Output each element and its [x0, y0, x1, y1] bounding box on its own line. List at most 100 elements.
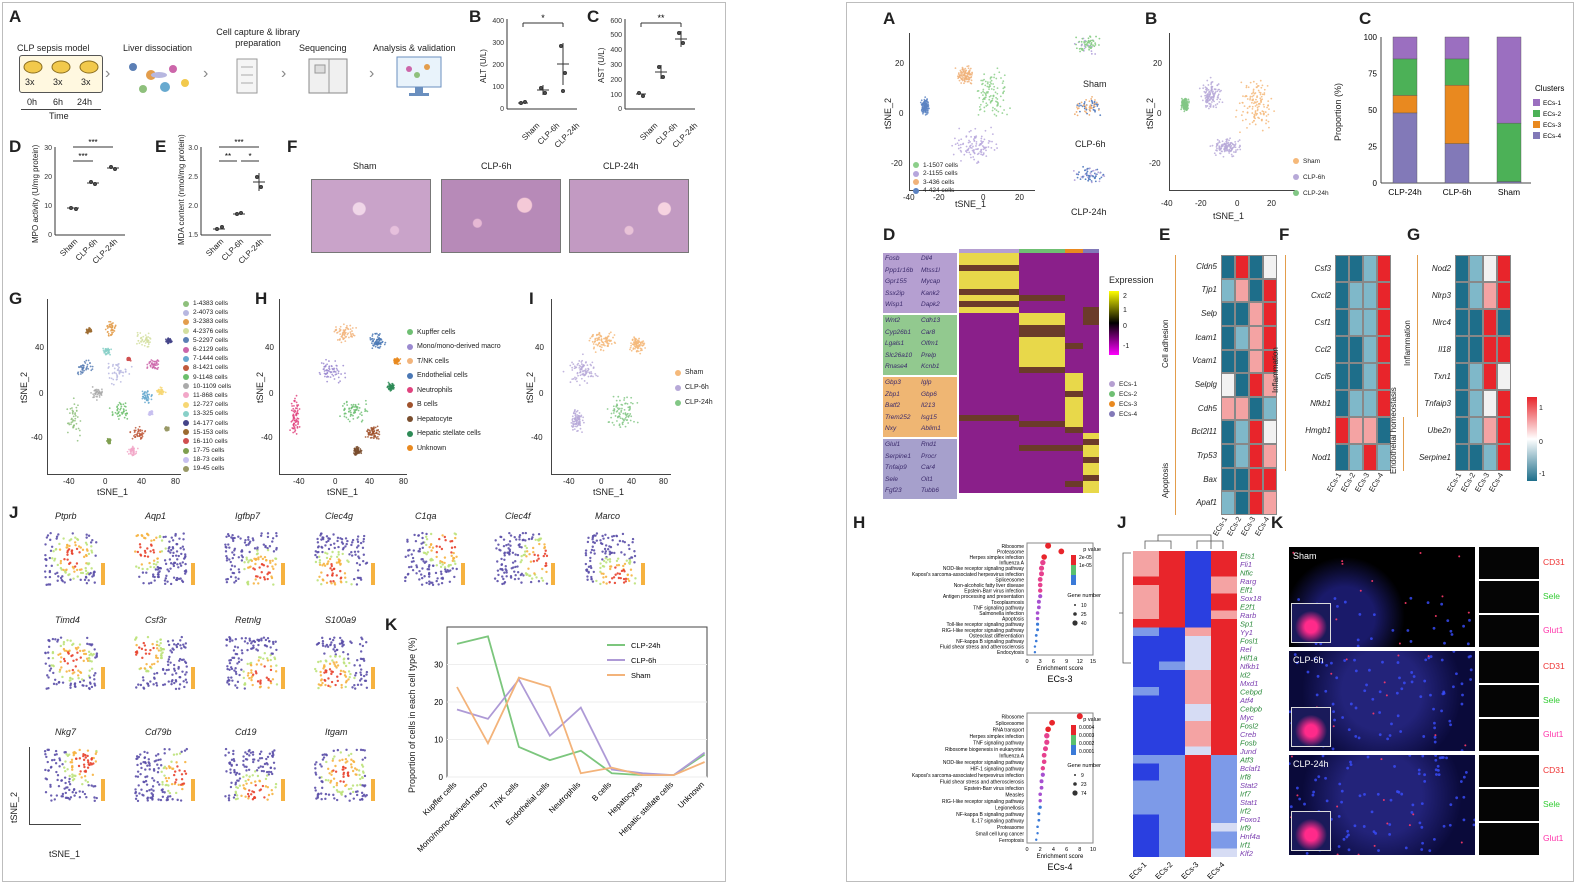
i-xlabel: tSNE_1: [593, 487, 625, 497]
legend-swatch: [1109, 411, 1115, 417]
rj-cell: [1159, 814, 1185, 823]
rj-cell: [1133, 585, 1159, 594]
rh-term: Epstein-Barr virus infection: [964, 589, 1024, 595]
rj-cell: [1133, 746, 1159, 755]
time-label: Time: [49, 111, 69, 121]
ra-xt3: 20: [1015, 193, 1024, 202]
legend-label: CLP-6h: [1303, 173, 1326, 181]
rc-legend-label: ECs-3: [1543, 122, 1561, 129]
g-axes: [47, 299, 181, 475]
legend-item: Mono/mono-derived macro: [407, 340, 519, 355]
rj-gene: Rel: [1240, 645, 1252, 654]
legend-item: Unknown: [407, 441, 519, 456]
rj-cell: [1185, 619, 1211, 628]
legend-swatch: [183, 465, 189, 472]
legend-swatch: [407, 430, 413, 437]
legend-label: 10-1109 cells: [193, 382, 232, 390]
k-ytick: 10: [434, 736, 443, 745]
heat-row-label: Ccl2: [1314, 344, 1331, 354]
e-sig3: *: [248, 152, 251, 161]
heat-cell: [1221, 396, 1235, 421]
heat-cell: [1363, 363, 1377, 390]
rj-cell: [1159, 593, 1185, 602]
heat-row-label: Serpine1: [1418, 452, 1451, 462]
i-xt0: -40: [563, 477, 575, 486]
r-panel-label-e: E: [1159, 225, 1171, 244]
rc-bar-segment: [1392, 36, 1418, 60]
legend-swatch: [407, 358, 413, 365]
rd-gene-left: Fgf23: [885, 487, 902, 494]
rj-gene: Irf9: [1240, 824, 1252, 833]
heat-cell: [1455, 282, 1469, 309]
rj-cell: [1159, 755, 1185, 764]
heat-cell: [1249, 255, 1263, 279]
cells-icon: [129, 63, 189, 93]
rj-cell: [1159, 712, 1185, 721]
i-legend: Sham CLP-6h CLP-24h: [675, 365, 725, 410]
rj-cell: [1133, 661, 1159, 670]
rh-dot: [1041, 759, 1047, 765]
cluster-1: [951, 126, 998, 164]
rh-xtick: 10: [1090, 847, 1096, 853]
rh-dot: [1035, 616, 1040, 621]
heat-group-label: Inflammation: [1271, 347, 1280, 393]
g-xt0: -40: [63, 477, 75, 486]
cluster-14: [85, 326, 93, 335]
panel-label-e: E: [155, 137, 167, 156]
h-xt1: 0: [333, 477, 338, 486]
b-ylabel: ALT (U/L): [479, 49, 488, 83]
rd-colorbar: [1109, 291, 1119, 355]
legend-label: T/NK cells: [417, 357, 449, 365]
h-yt2: -40: [261, 433, 273, 442]
i-tsne-plot: [562, 331, 647, 434]
legend-item: B cells: [407, 398, 519, 413]
ra-side-sham: Sham: [1083, 79, 1107, 89]
rj-gene: Atf3: [1239, 756, 1254, 765]
rh-term: Ferroptosis: [999, 838, 1025, 844]
rj-cell: [1159, 602, 1185, 611]
feature-plot-ptprb: Ptprb: [33, 511, 119, 607]
rh-term: Salmonella infection: [979, 611, 1024, 617]
rh-term: Fluid shear stress and atherosclerosis: [940, 779, 1025, 785]
feature-plot-clec4g: Clec4g: [303, 511, 389, 607]
rd-gene-right: Dapk2: [921, 301, 940, 308]
rj-cell: [1211, 568, 1237, 577]
cluster-3: [136, 331, 152, 348]
rj-gene: Hif1a: [1240, 654, 1258, 663]
legend-item: CLP-6h: [1293, 169, 1349, 185]
rd-gene-left: Cyp26b1: [885, 328, 912, 336]
rh-title: ECs-4: [1047, 862, 1072, 872]
legend-item: Endothelial cells: [407, 369, 519, 384]
rd-heatmap: Fosb Dll4 Ppp1r16b Mtss1l Gpr155 Mycap Ssx2ip K…: [883, 249, 1103, 499]
legend-swatch: [407, 416, 413, 423]
heat-cell: [1235, 278, 1249, 303]
heat-cell: [1377, 390, 1391, 417]
legend-item: T/NK cells: [407, 354, 519, 369]
legend-label: ECs-1: [1119, 380, 1138, 388]
rd-gene-left: Fosb: [885, 255, 900, 262]
legend-item: 2-1155 cells: [913, 170, 993, 179]
rb-legend: Sham CLP-6h CLP-24h: [1293, 153, 1349, 201]
rj-cell: [1133, 738, 1159, 747]
cluster-2: [1180, 97, 1190, 113]
legend-label: Endothelial cells: [417, 372, 468, 380]
rh-p-tick: 2e-05: [1079, 555, 1092, 561]
legend-swatch: [407, 372, 413, 379]
legend-label: ECs-4: [1119, 410, 1138, 418]
rh-gene-tick: 25: [1081, 612, 1087, 618]
heat-cell: [1335, 390, 1349, 417]
k-xtick: Neutrophils: [547, 780, 582, 815]
rh-dot: [1036, 832, 1039, 835]
rj-cell: [1211, 763, 1237, 772]
rj-col: ECs-2: [1153, 860, 1174, 879]
rj-cell: [1185, 602, 1211, 611]
rj-cell: [1185, 593, 1211, 602]
cluster-8: [393, 357, 402, 366]
rj-cell: [1133, 593, 1159, 602]
rd-gene-left: Zbp1: [885, 390, 900, 398]
rj-cell: [1211, 721, 1237, 730]
heat-row-label: Cxcl2: [1310, 290, 1331, 300]
rj-cell: [1211, 551, 1237, 560]
rj-cell: [1159, 823, 1185, 832]
k-ytick: 30: [434, 661, 443, 670]
